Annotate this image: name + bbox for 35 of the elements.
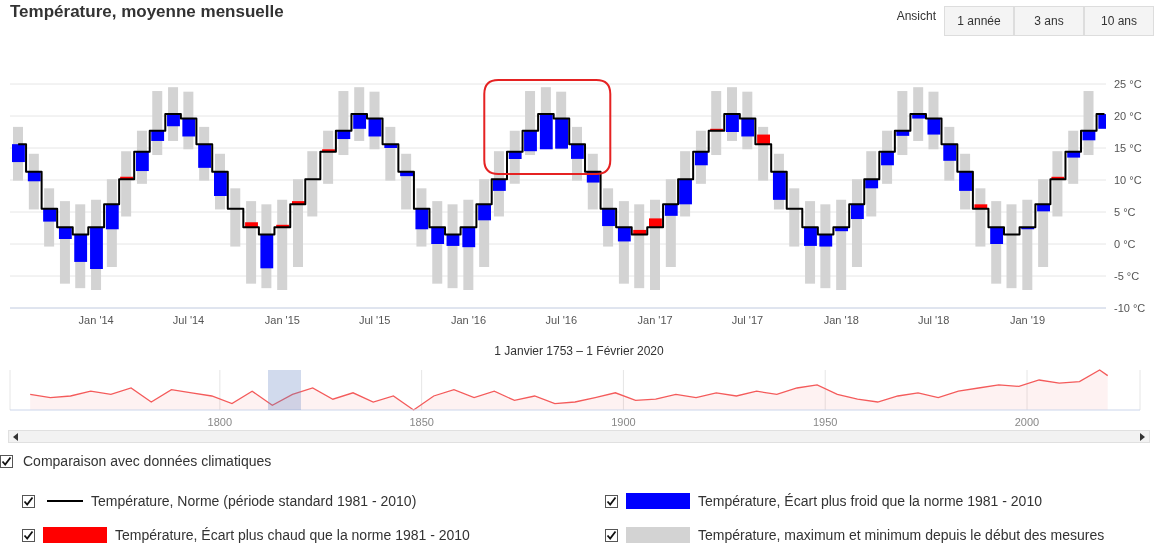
view-button: 1 année	[944, 6, 1014, 36]
chart-title: 1 Janvier 1753 – 1 Février 2020	[493, 344, 665, 360]
y-tick-label: 10 °C	[1114, 173, 1142, 186]
x-tick-label: Jan '15	[264, 313, 300, 326]
x-tick-label: 1950	[812, 415, 838, 428]
y-tick-label: -10 °C	[1114, 301, 1146, 314]
x-tick-label: Jan '16	[450, 313, 487, 326]
chart-title: Température, moyenne mensuelle	[10, 2, 284, 22]
legend-label: Température, maximum et minimum depuis le début des mesures	[698, 527, 1105, 543]
x-tick-label: 2000	[1014, 415, 1040, 428]
legend-label: Température, Norme (période standard 1981 - 2010)	[91, 493, 417, 509]
x-tick-label: Jul '17	[731, 313, 764, 326]
x-tick-label: Jul '15	[358, 313, 391, 326]
x-tick-label: Jul '14	[172, 313, 205, 326]
y-tick-label: 20 °C	[1114, 109, 1142, 122]
x-tick-label: Jan '18	[823, 313, 859, 326]
x-tick-label: 1850	[409, 415, 434, 428]
text: Comparaison avec données climatiques	[23, 453, 272, 469]
text: Ansicht	[896, 9, 936, 23]
view-button: 10 ans	[1084, 6, 1154, 36]
x-tick-label: Jan '19	[1009, 313, 1046, 326]
view-button: 3 ans	[1014, 6, 1084, 36]
x-tick-label: 1800	[207, 415, 233, 428]
y-tick-label: -5 °C	[1114, 269, 1140, 282]
y-tick-label: 0 °C	[1114, 237, 1136, 250]
y-tick-label: 25 °C	[1114, 77, 1142, 90]
x-tick-label: 1900	[611, 415, 636, 428]
y-tick-label: 15 °C	[1114, 141, 1142, 154]
x-tick-label: Jan '14	[78, 313, 114, 326]
y-tick-label: 5 °C	[1114, 205, 1136, 218]
x-tick-label: Jan '17	[637, 313, 673, 326]
legend-label: Température, Écart plus froid que la norme 1981 - 2010	[698, 493, 1042, 509]
x-tick-label: Jul '18	[917, 313, 950, 326]
legend-label: Température, Écart plus chaud que la norme 1981 - 2010	[115, 527, 470, 543]
x-tick-label: Jul '16	[545, 313, 578, 326]
